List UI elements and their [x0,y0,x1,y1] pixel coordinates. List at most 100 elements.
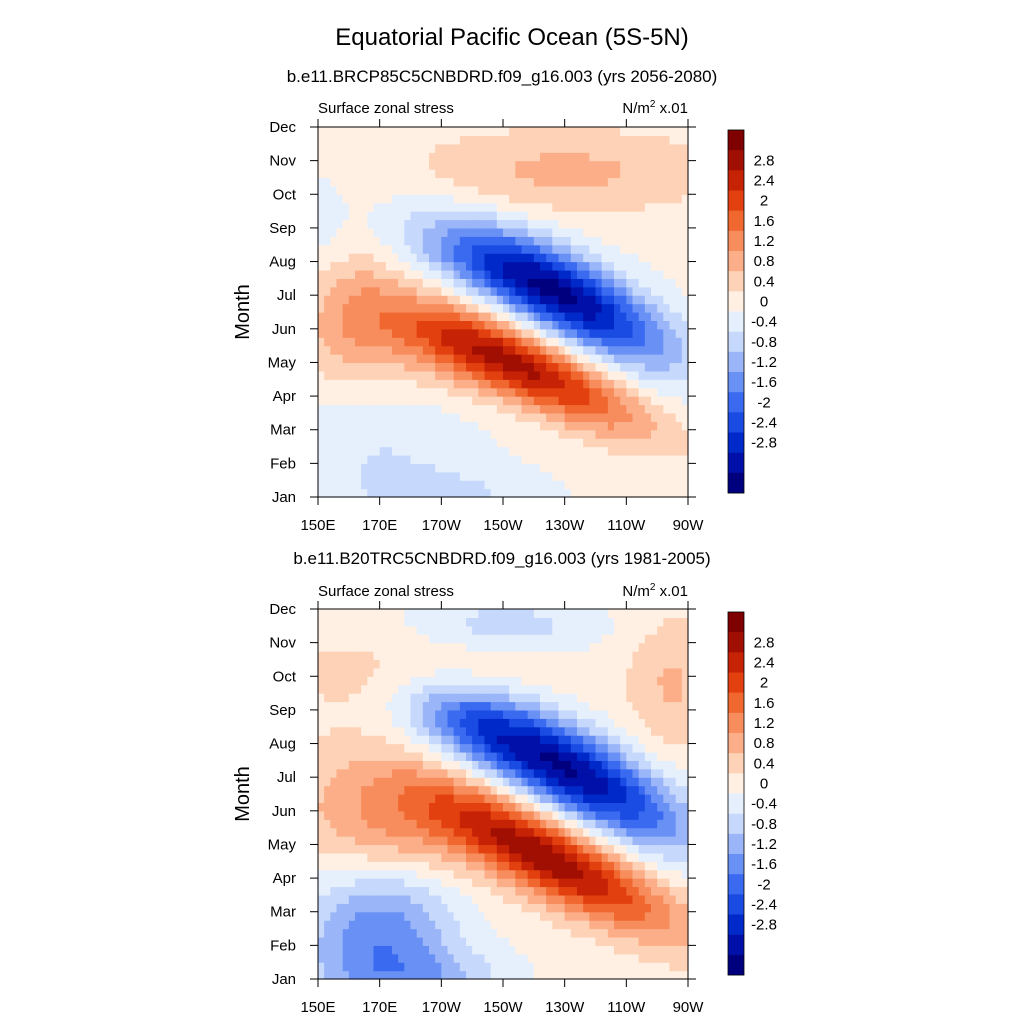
heatmap-cell [385,751,393,761]
heatmap-cell [626,269,634,279]
heatmap-cell [620,651,627,661]
heatmap-cell [614,135,621,145]
heatmap-cell [361,488,368,498]
heatmap-cell [583,894,590,904]
heatmap-cell [404,370,412,380]
heatmap-cell [422,396,430,406]
heatmap-cell [564,684,572,694]
heatmap-cell [583,836,590,846]
heatmap-cell [330,387,338,397]
heatmap-cell [453,625,461,635]
heatmap-cell [404,785,412,795]
heatmap-cell [330,735,338,745]
heatmap-cell [558,312,566,322]
heatmap-cell [435,429,442,439]
heatmap-cell [595,726,603,736]
heatmap-cell [318,303,325,313]
heatmap-cell [447,211,455,221]
heatmap-cell [595,625,603,635]
heatmap-cell [435,852,442,862]
heatmap-cell [626,726,634,736]
heatmap-cell [447,785,455,795]
heatmap-cell [330,617,338,627]
heatmap-cell [367,819,375,829]
heatmap-cell [422,852,430,862]
heatmap-cell [589,328,597,338]
heatmap-cell [367,177,375,187]
heatmap-cell [533,794,541,804]
heatmap-cell [651,429,658,439]
heatmap-cell [484,819,492,829]
heatmap-cell [552,869,560,879]
heatmap-cell [447,920,455,930]
heatmap-cell [410,920,418,930]
heatmap-cell [620,920,627,930]
heatmap-cell [398,177,405,187]
heatmap-cell [540,785,547,795]
heatmap-cell [410,878,418,888]
heatmap-cell [361,328,368,338]
heatmap-cell [620,295,627,305]
heatmap-cell [453,953,461,963]
heatmap-cell [404,253,412,263]
heatmap-cell [564,634,572,644]
heatmap-cell [632,269,640,279]
heatmap-cell [324,379,331,389]
heatmap-cell [453,337,461,347]
heatmap-cell [385,785,393,795]
heatmap-cell [348,735,356,745]
heatmap-cell [404,777,412,787]
heatmap-cell [435,404,442,414]
heatmap-cell [663,362,671,372]
heatmap-cell [361,362,368,372]
heatmap-cell [416,617,424,627]
heatmap-cell [564,802,572,812]
heatmap-cell [484,370,492,380]
heatmap-cell [361,676,368,686]
heatmap-cell [373,894,381,904]
heatmap-cell [416,202,424,212]
heatmap-cell [540,810,547,820]
heatmap-cell [416,421,424,431]
heatmap-cell [614,269,621,279]
heatmap-cell [379,236,387,246]
x-tick-label: 90W [673,517,705,534]
heatmap-cell [355,345,362,355]
heatmap-cell [614,953,621,963]
heatmap-cell [496,169,504,179]
heatmap-cell [527,735,535,745]
heatmap-cell [521,278,529,288]
heatmap-cell [342,701,350,711]
heatmap-cell [392,253,399,263]
heatmap-cell [379,920,387,930]
heatmap-cell [336,471,344,481]
heatmap-cell [651,354,658,364]
heatmap-cell [373,438,381,448]
heatmap-cell [632,396,640,406]
heatmap-cell [379,480,387,490]
heatmap-cell [324,651,331,661]
heatmap-cell [398,261,405,271]
heatmap-cell [570,894,578,904]
heatmap-cell [558,337,566,347]
heatmap-cell [472,387,479,397]
heatmap-cell [404,169,412,179]
heatmap-cell [441,953,449,963]
heatmap-cell [410,810,418,820]
heatmap-cell [515,463,523,473]
heatmap-cell [527,819,535,829]
heatmap-cell [429,328,436,338]
heatmap-cell [509,726,516,736]
heatmap-cell [546,471,553,481]
heatmap-cell [644,396,652,406]
heatmap-cell [410,185,418,195]
heatmap-cell [527,429,535,439]
heatmap-cell [527,726,535,736]
heatmap-cell [429,370,436,380]
heatmap-cell [601,412,609,422]
heatmap-cell [324,177,331,187]
heatmap-cell [410,337,418,347]
heatmap-cell [490,387,498,397]
heatmap-cell [503,185,510,195]
heatmap-cell [614,194,621,204]
